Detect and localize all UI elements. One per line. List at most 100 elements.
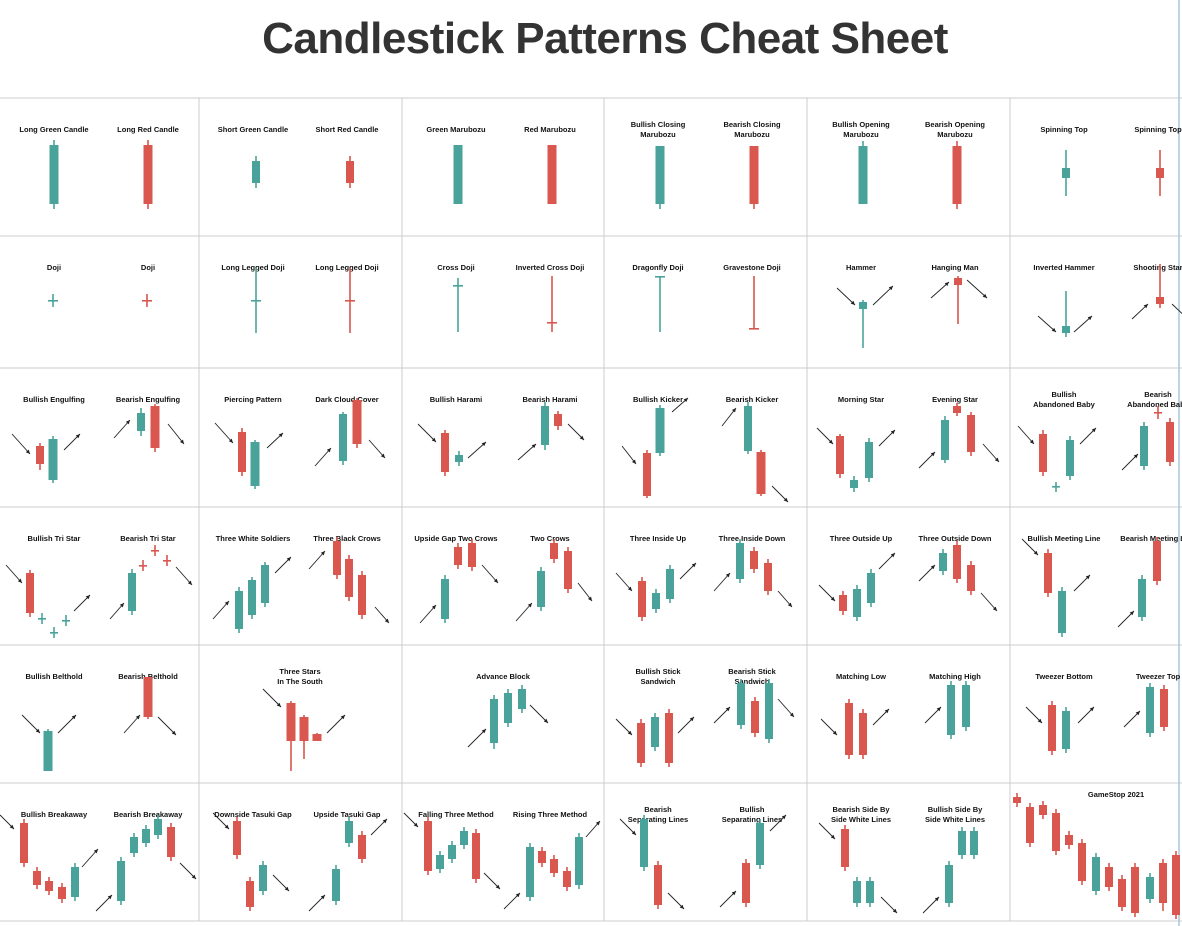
pattern-label: Tweezer Bottom <box>1035 672 1093 681</box>
bullish-candle <box>1062 711 1070 749</box>
pattern-label: Bearish Opening <box>925 120 985 129</box>
bullish-candle <box>252 161 260 183</box>
bearish-candle <box>756 452 766 494</box>
trend-arrow-line <box>262 688 282 708</box>
bearish-candle <box>953 406 961 413</box>
bearish-candle <box>550 859 558 873</box>
trend-arrowhead <box>936 707 941 712</box>
trend-arrowhead <box>431 605 436 610</box>
bullish-candle <box>1062 326 1070 333</box>
trend-arrowhead <box>284 886 289 891</box>
trend-arrowhead <box>930 452 935 457</box>
bullish-candle <box>235 591 243 629</box>
bullish-candle <box>1058 591 1066 633</box>
pattern-label: Abandoned Baby <box>1127 400 1182 409</box>
trend-arrowhead <box>994 457 999 462</box>
pattern-label: Bearish Engulfing <box>116 395 181 404</box>
pattern-label: Doji <box>47 263 61 272</box>
bullish-candle <box>453 285 463 287</box>
trend-arrowhead <box>125 420 130 425</box>
bearish-candle <box>238 432 246 472</box>
bullish-candle <box>541 406 549 445</box>
pattern-label: Bullish Belthold <box>25 672 83 681</box>
pattern-label: Matching High <box>929 672 981 681</box>
bullish-candle <box>339 414 347 461</box>
pattern-label: Bearish <box>644 805 672 814</box>
trend-arrowhead <box>789 712 794 717</box>
pattern-label: Shooting Star <box>1133 263 1182 272</box>
trend-arrowhead <box>119 603 124 608</box>
bullish-candle <box>1146 877 1154 899</box>
bearish-candle <box>352 400 362 444</box>
bullish-candle <box>655 408 665 453</box>
trend-arrowhead <box>890 553 895 558</box>
pattern-label: Sandwich <box>640 677 675 686</box>
trend-arrowhead <box>326 448 331 453</box>
trend-arrowhead <box>725 573 730 578</box>
bearish-candle <box>286 703 296 741</box>
bearish-candle <box>749 146 759 204</box>
trend-arrowhead <box>850 300 855 305</box>
bearish-candle <box>163 560 171 562</box>
bearish-candle <box>358 835 366 859</box>
pattern-label: Side White Lines <box>925 815 985 824</box>
trend-arrowhead <box>224 824 229 829</box>
bullish-candle <box>655 276 665 278</box>
page-title: Candlestick Patterns Cheat Sheet <box>262 14 948 63</box>
bullish-candle <box>62 620 70 622</box>
trend-arrowhead <box>587 596 592 601</box>
trend-arrowhead <box>191 874 196 879</box>
bearish-candle <box>952 146 962 204</box>
pattern-label: Bearish Breakaway <box>114 810 184 819</box>
bullish-candle <box>332 869 340 901</box>
pattern-label: Bearish Tri Star <box>120 534 176 543</box>
bullish-candle <box>945 865 953 903</box>
bullish-candle <box>50 632 58 634</box>
pattern-label: Bullish Breakaway <box>21 810 88 819</box>
pattern-label: Hanging Man <box>931 263 978 272</box>
bearish-candle <box>836 436 844 474</box>
bullish-candle <box>853 881 861 903</box>
bearish-candle <box>637 723 645 763</box>
bearish-candle <box>547 145 557 204</box>
trend-arrowhead <box>9 824 14 829</box>
bearish-candle <box>150 406 160 448</box>
pattern-label: Bullish Kicker <box>633 395 683 404</box>
trend-arrowhead <box>187 580 192 585</box>
bullish-candle <box>958 831 966 855</box>
trend-arrowhead <box>171 730 176 735</box>
trend-arrowhead <box>1037 718 1042 723</box>
bullish-candle <box>744 406 752 451</box>
trend-arrowhead <box>679 904 684 909</box>
bearish-candle <box>764 563 772 591</box>
pattern-label: Morning Star <box>838 395 884 404</box>
bearish-candle <box>1048 705 1056 751</box>
pattern-label: Matching Low <box>836 672 886 681</box>
trend-arrowhead <box>627 586 632 591</box>
bullish-candle <box>850 480 858 488</box>
pattern-label: Bearish Side By <box>832 805 890 814</box>
bullish-candle <box>867 573 875 603</box>
bullish-candle <box>859 302 867 309</box>
bullish-candle <box>651 717 659 747</box>
trend-arrowhead <box>982 293 987 298</box>
bearish-candle <box>358 575 366 615</box>
bearish-candle <box>554 414 562 426</box>
bullish-candle <box>518 689 526 709</box>
trend-arrowhead <box>828 439 833 444</box>
bearish-candle <box>954 278 962 285</box>
bearish-candle <box>841 829 849 867</box>
bullish-candle <box>941 420 949 460</box>
pattern-label: Bearish Stick <box>728 667 776 676</box>
bearish-candle <box>1156 168 1164 178</box>
pattern-label: Piercing Pattern <box>224 395 282 404</box>
bullish-candle <box>117 861 125 901</box>
pattern-label: In The South <box>277 677 323 686</box>
bearish-candle <box>424 821 432 871</box>
bullish-candle <box>436 855 444 869</box>
pattern-label: GameStop 2021 <box>1088 790 1144 799</box>
pattern-label: Green Marubozu <box>426 125 486 134</box>
bullish-candle <box>1146 687 1154 733</box>
bearish-candle <box>167 827 175 857</box>
pattern-label: Cross Doji <box>437 263 475 272</box>
